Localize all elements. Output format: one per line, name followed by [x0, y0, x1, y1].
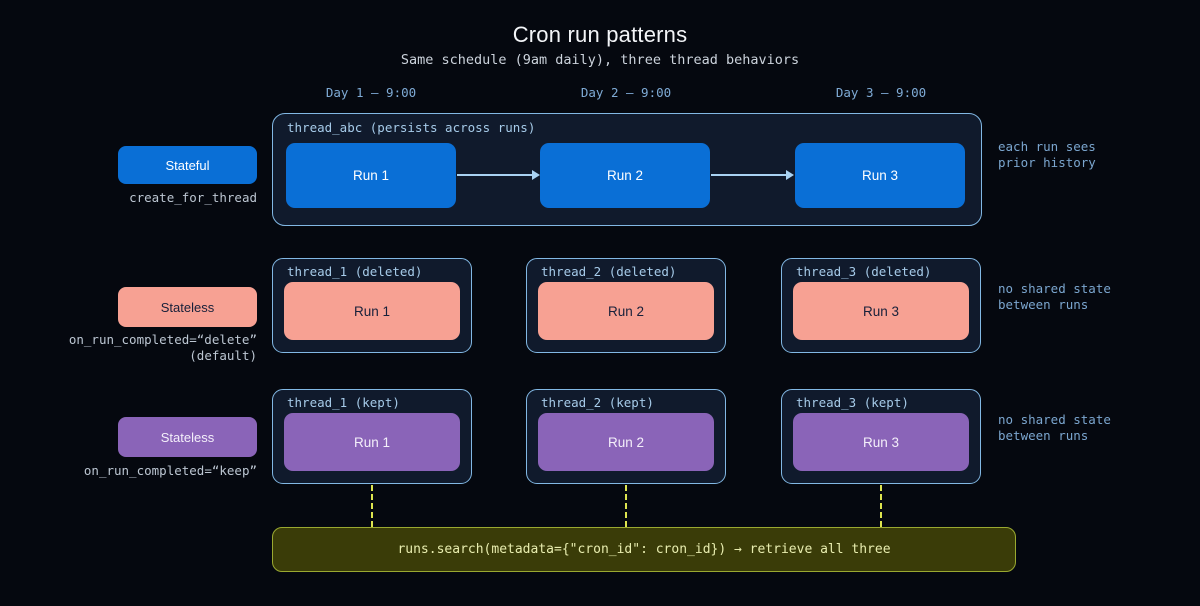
thread-2-kept-label: thread_2 (kept): [541, 395, 654, 410]
stateless-delete-badge-sublabel: on_run_completed=“delete” (default): [68, 332, 257, 363]
arrowhead-run1-run2-icon: [532, 170, 540, 180]
thread-3-kept-label: thread_3 (kept): [796, 395, 909, 410]
thread-1-deleted-label: thread_1 (deleted): [287, 264, 423, 279]
arrow-run2-run3: [711, 174, 787, 176]
dashed-connector-1: [371, 485, 373, 527]
stateful-badge: Stateful: [118, 146, 257, 184]
page-subtitle: Same schedule (9am daily), three thread …: [400, 52, 800, 68]
thread-2-deleted-label: thread_2 (deleted): [541, 264, 677, 279]
stateless-keep-run-3: Run 3: [793, 413, 969, 471]
stateful-annotation: each run sees prior history: [998, 139, 1096, 170]
arrow-run1-run2: [457, 174, 533, 176]
column-header-day2: Day 2 — 9:00: [580, 85, 672, 100]
thread-1-kept-label: thread_1 (kept): [287, 395, 400, 410]
stateless-delete-badge: Stateless: [118, 287, 257, 327]
stateless-keep-run-1: Run 1: [284, 413, 460, 471]
arrowhead-run2-run3-icon: [786, 170, 794, 180]
column-header-day3: Day 3 — 9:00: [835, 85, 927, 100]
stateful-run-3: Run 3: [795, 143, 965, 208]
dashed-connector-2: [625, 485, 627, 527]
column-header-day1: Day 1 — 9:00: [325, 85, 417, 100]
stateless-keep-badge-sublabel: on_run_completed=“keep”: [83, 463, 257, 478]
thread-3-deleted-label: thread_3 (deleted): [796, 264, 932, 279]
page-title: Cron run patterns: [512, 22, 688, 47]
stateless-delete-annotation: no shared state between runs: [998, 281, 1111, 312]
thread-abc-label: thread_abc (persists across runs): [287, 120, 536, 135]
stateful-run-1: Run 1: [286, 143, 456, 208]
stateless-keep-run-2: Run 2: [538, 413, 714, 471]
stateless-delete-run-1: Run 1: [284, 282, 460, 340]
stateful-run-2: Run 2: [540, 143, 710, 208]
runs-search-bar: runs.search(metadata={"cron_id": cron_id…: [272, 527, 1016, 572]
dashed-connector-3: [880, 485, 882, 527]
stateless-keep-annotation: no shared state between runs: [998, 412, 1111, 443]
stateless-keep-badge: Stateless: [118, 417, 257, 457]
stateless-delete-run-2: Run 2: [538, 282, 714, 340]
stateless-delete-run-3: Run 3: [793, 282, 969, 340]
stateful-badge-sublabel: create_for_thread: [129, 190, 257, 205]
